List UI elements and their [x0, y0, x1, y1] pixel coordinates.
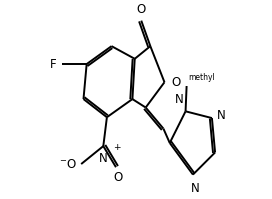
Text: N: N — [217, 109, 226, 122]
Text: O: O — [113, 171, 123, 184]
Text: O: O — [172, 76, 181, 89]
Text: methyl: methyl — [189, 73, 215, 82]
Text: N: N — [99, 152, 108, 165]
Text: O: O — [137, 3, 146, 17]
Text: +: + — [113, 143, 120, 152]
Text: N: N — [175, 93, 183, 106]
Text: N: N — [191, 182, 199, 195]
Text: $^{-}$O: $^{-}$O — [59, 158, 77, 171]
Text: F: F — [50, 58, 57, 71]
